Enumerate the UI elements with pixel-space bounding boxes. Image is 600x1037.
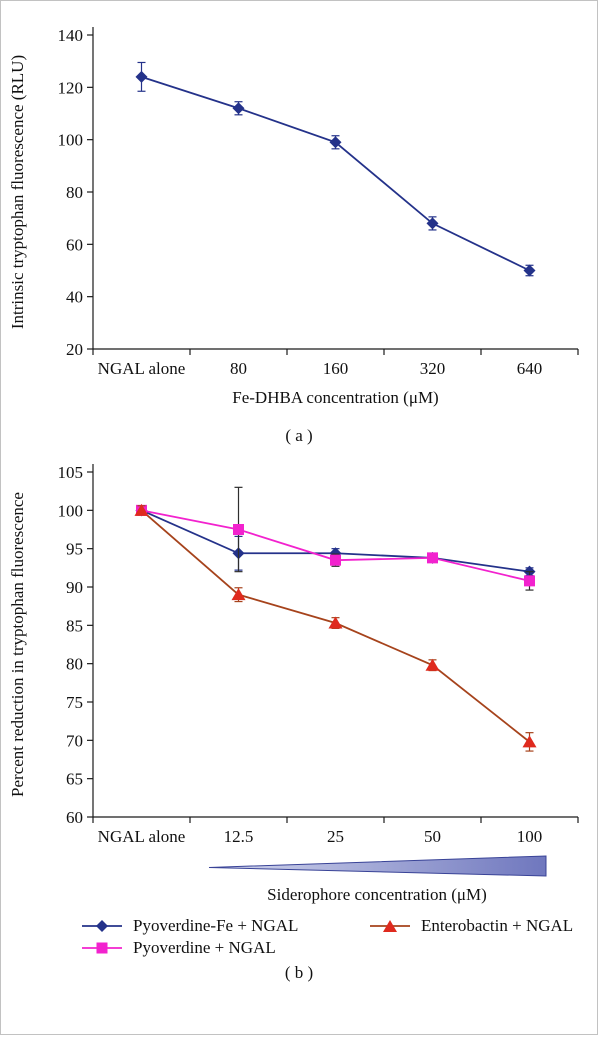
chart-a: 20 40 60 80 100 120 140 NGAL alone 80 160 320 640 In…: [8, 26, 579, 407]
svg-text:100: 100: [517, 827, 543, 846]
svg-text:80: 80: [230, 359, 247, 378]
axes: [87, 27, 579, 355]
svg-text:90: 90: [66, 578, 83, 597]
caption-b: ( b ): [284, 963, 314, 982]
siderophore-gradient-wedge: [208, 855, 547, 877]
svg-text:60: 60: [66, 235, 83, 254]
legend-label-pyoverdine-fe: Pyoverdine-Fe + NGAL: [133, 916, 299, 935]
svg-text:140: 140: [58, 26, 84, 45]
svg-text:Siderophore concentration (μM): Siderophore concentration (μM): [267, 885, 487, 904]
svg-text:40: 40: [66, 288, 83, 307]
svg-text:95: 95: [66, 540, 83, 559]
svg-text:20: 20: [66, 340, 83, 359]
svg-text:12.5: 12.5: [224, 827, 254, 846]
panel-a: 20 40 60 80 100 120 140 NGAL alone 80 160 320 640 In…: [1, 5, 597, 450]
svg-text:Percent reduction in tryptopha: Percent reduction in tryptophan fluoresc…: [8, 492, 27, 797]
panel-b: 60 65 70 75 80 85 90 95 100 105 NGAL alone 12.5 25 50…: [1, 450, 597, 987]
svg-text:100: 100: [58, 131, 84, 150]
svg-text:60: 60: [66, 808, 83, 827]
legend: Pyoverdine-Fe + NGAL Enterobactin + NGAL…: [1, 917, 597, 957]
svg-text:80: 80: [66, 183, 83, 202]
svg-text:105: 105: [58, 463, 84, 482]
series-pyoverdine-ngal: [136, 486, 535, 591]
svg-text:NGAL alone: NGAL alone: [98, 827, 186, 846]
svg-text:80: 80: [66, 655, 83, 674]
series-ngal-fe-dhba: [135, 61, 536, 277]
legend-item-pyoverdine: Pyoverdine + NGAL: [79, 939, 357, 957]
legend-item-pyoverdine-fe: Pyoverdine-Fe + NGAL: [79, 917, 357, 935]
svg-text:100: 100: [58, 501, 84, 520]
caption-a: ( a ): [285, 426, 313, 445]
series-enterobactin-ngal: [134, 503, 537, 752]
svg-text:Intrinsic tryptophan fluoresce: Intrinsic tryptophan fluorescence (RLU): [8, 55, 27, 329]
svg-text:50: 50: [424, 827, 441, 846]
svg-text:75: 75: [66, 693, 83, 712]
square-marker-icon: [82, 942, 122, 954]
svg-text:320: 320: [420, 359, 446, 378]
legend-item-enterobactin: Enterobactin + NGAL: [367, 917, 600, 935]
triangle-marker-icon: [370, 920, 410, 932]
legend-label-enterobactin: Enterobactin + NGAL: [421, 916, 574, 935]
svg-text:120: 120: [58, 78, 84, 97]
svg-text:160: 160: [323, 359, 349, 378]
axes: [87, 464, 579, 823]
svg-text:640: 640: [517, 359, 543, 378]
chart-b: 60 65 70 75 80 85 90 95 100 105 NGAL alone 12.5 25 50…: [8, 463, 579, 904]
diamond-marker-icon: [82, 920, 122, 932]
svg-text:25: 25: [327, 827, 344, 846]
svg-text:65: 65: [66, 770, 83, 789]
svg-text:NGAL alone: NGAL alone: [98, 359, 186, 378]
svg-text:70: 70: [66, 731, 83, 750]
svg-text:85: 85: [66, 616, 83, 635]
legend-label-pyoverdine: Pyoverdine + NGAL: [133, 938, 276, 957]
svg-text:Fe-DHBA concentration (μM): Fe-DHBA concentration (μM): [232, 388, 438, 407]
